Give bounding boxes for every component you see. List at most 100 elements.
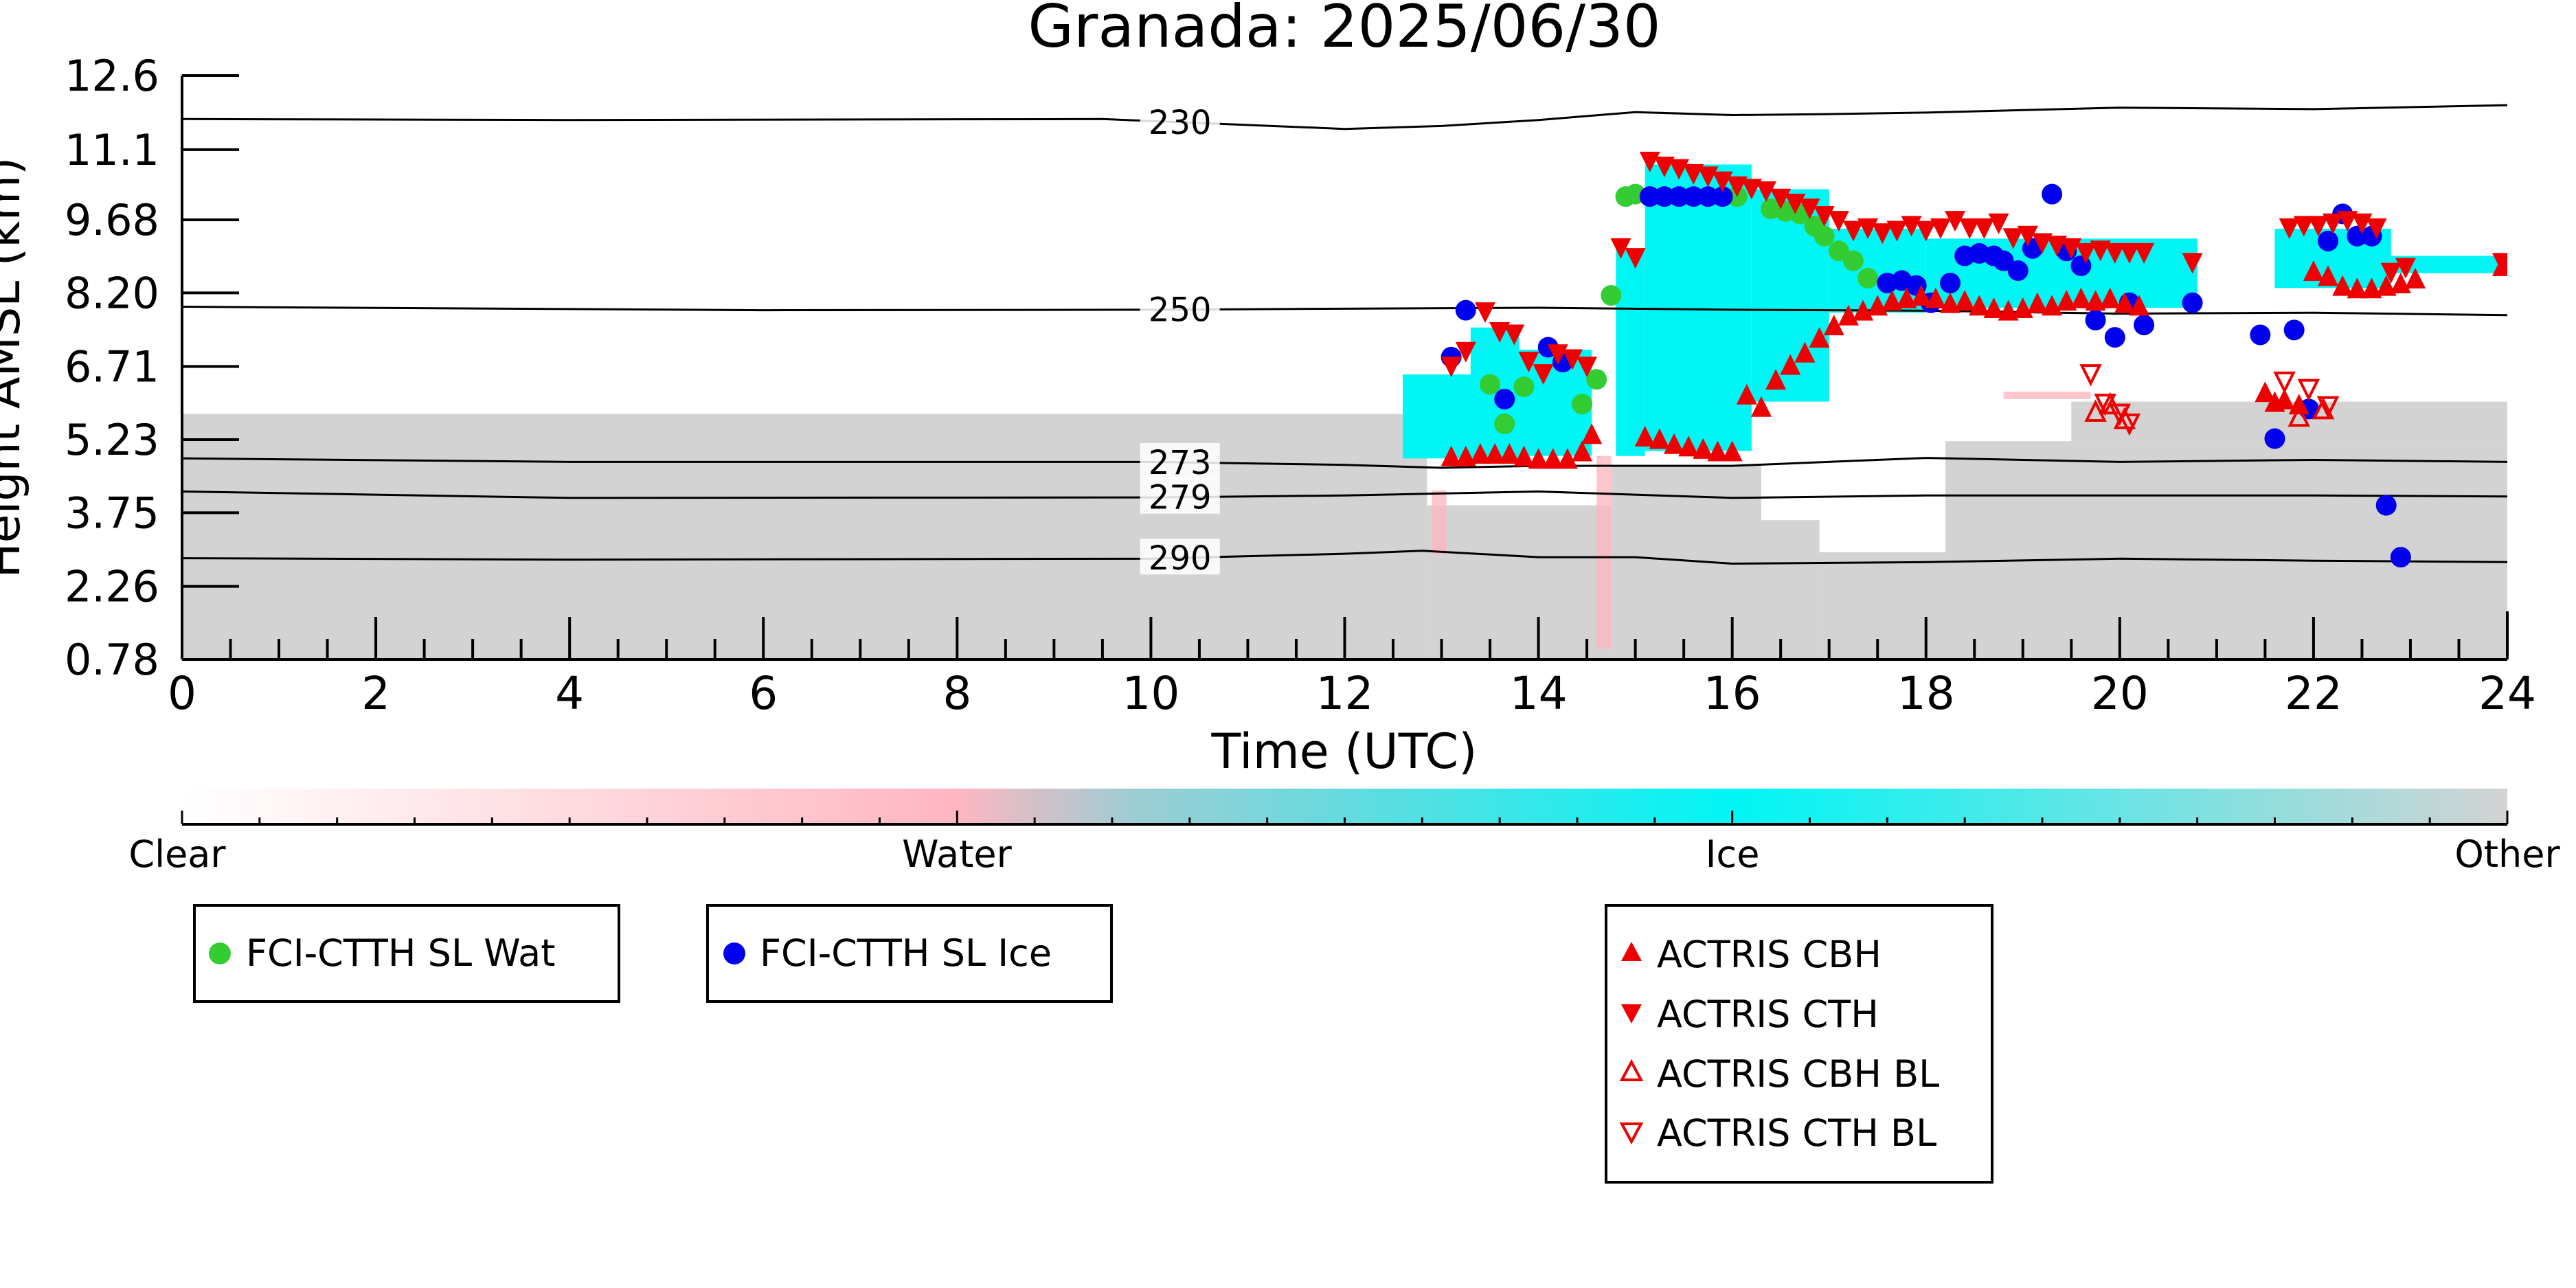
- point-actris-cbh: [1440, 445, 1462, 466]
- chart-title: Granada: 2025/06/30: [1028, 0, 1660, 61]
- region-other: [1819, 552, 1945, 659]
- point-actris-cth: [2293, 216, 2314, 237]
- point-actris-cbh: [1693, 438, 1714, 459]
- region-other: [1427, 505, 1612, 659]
- legend-label: ACTRIS CTH: [1657, 993, 1879, 1036]
- point-actris-cth: [1561, 349, 1583, 370]
- markers-layer: [1440, 151, 2507, 568]
- point-actris-cbh: [2114, 292, 2135, 313]
- point-actris-cth: [1726, 176, 1748, 197]
- point-actris-cbh: [2099, 287, 2121, 308]
- point-actris-cbh: [2255, 381, 2276, 403]
- legend-label: FCI-CTTH SL Wat: [246, 931, 555, 975]
- point-actris-cth: [1842, 221, 1864, 242]
- point-actris-cbh: [1469, 443, 1491, 464]
- point-actris-cbh: [2274, 389, 2295, 410]
- point-actris-cth: [2307, 216, 2329, 237]
- point-actris-cbh: [1707, 440, 1728, 462]
- y-tick-label: 6.71: [65, 342, 159, 392]
- legend-label: ACTRIS CBH: [1657, 933, 1882, 976]
- point-fci-ctth-sl-ice: [1683, 186, 1704, 207]
- x-tick-label: 20: [2091, 667, 2149, 720]
- x-tick-label: 12: [1316, 667, 1374, 720]
- contour-label-290: 290: [1149, 539, 1212, 578]
- point-actris-cbh: [1557, 448, 1578, 469]
- point-actris-cbh: [1678, 436, 1699, 457]
- series-actris-cbh-bl: [2084, 392, 2335, 429]
- point-actris-cth: [1828, 211, 1849, 232]
- point-actris-cbh: [1940, 292, 1961, 313]
- legend-marker-triangle-up: [1621, 942, 1642, 961]
- point-actris-cbh: [2056, 290, 2077, 311]
- point-actris-cbh: [1484, 443, 1506, 464]
- legend-marker-triangle-down-open: [1619, 1122, 1644, 1145]
- point-actris-cth: [1533, 364, 1554, 385]
- point-actris-cth: [2017, 225, 2038, 247]
- point-actris-cbh: [2070, 287, 2092, 308]
- point-fci-ctth-sl-ice: [2134, 315, 2155, 336]
- legend-fci-ice: FCI-CTTH SL Ice: [706, 904, 1113, 1003]
- contour-label-bg: [1140, 539, 1220, 575]
- point-fci-ctth-sl-ice: [2264, 428, 2285, 449]
- point-fci-ctth-sl-ice: [2085, 309, 2106, 330]
- point-actris-cbh: [1750, 396, 1772, 417]
- point-fci-ctth-sl-wat: [1857, 267, 1879, 289]
- point-actris-cbh: [2361, 278, 2382, 299]
- x-tick-label: 10: [1122, 667, 1179, 720]
- axes: 0 2 4 6 8 10 12 14 16 18 20 22 24 0.782.263.755.236.…: [65, 51, 2536, 720]
- point-actris-cbh: [1780, 354, 1801, 375]
- x-tick-label: 8: [942, 667, 971, 720]
- point-fci-ctth-sl-ice: [1712, 186, 1733, 207]
- point-actris-cbh: [1736, 383, 1757, 405]
- point-actris-cth: [1653, 157, 1675, 178]
- point-actris-cbh: [1649, 428, 1670, 449]
- x-ticks: 0 2 4 6 8 10 12 14 16 18 20 22 24: [168, 617, 2536, 720]
- cloud-classification-layer: [182, 164, 2507, 659]
- colorbar-label-clear: Clear: [128, 833, 226, 876]
- legend-label: FCI-CTTH SL Ice: [760, 931, 1052, 975]
- point-fci-ctth-sl-ice: [1653, 186, 1675, 207]
- point-actris-cbh: [1823, 315, 1844, 336]
- colorbar-ticks: [181, 811, 2509, 824]
- point-actris-cbh: [2129, 295, 2150, 316]
- series-actris-cth-bl: [2079, 364, 2340, 436]
- point-actris-cbh: [1634, 425, 1656, 447]
- region-ice: [1645, 164, 1752, 451]
- point-fci-ctth-sl-ice: [2104, 327, 2125, 348]
- region-other: [1761, 520, 1820, 659]
- point-actris-cth: [1625, 248, 1646, 269]
- contour-250: [182, 306, 2507, 317]
- contour-label-250: 250: [1149, 291, 1212, 330]
- point-fci-ctth-sl-ice: [2250, 324, 2271, 346]
- point-actris-cth: [2119, 242, 2140, 264]
- point-actris-cbh: [1581, 423, 1603, 444]
- y-tick-label: 3.75: [65, 488, 159, 538]
- y-tick-label: 11.1: [65, 125, 159, 175]
- contour-230: [182, 104, 2507, 131]
- point-actris-cth: [2182, 253, 2203, 274]
- point-fci-ctth-sl-ice: [2318, 230, 2339, 251]
- series-fci-ctth-sl-wat: [1480, 183, 1879, 434]
- x-tick-label: 22: [2285, 667, 2342, 720]
- point-actris-cth: [1475, 302, 1496, 324]
- x-tick-label: 2: [361, 667, 390, 720]
- point-fci-ctth-sl-ice: [1993, 250, 2014, 271]
- legend-actris: ACTRIS CBH ACTRIS CTH ACTRIS CBH BL ACTR…: [1605, 904, 1993, 1184]
- point-actris-cth: [2366, 218, 2387, 239]
- point-actris-cbh: [1896, 287, 1917, 308]
- point-actris-cbh: [1455, 445, 1476, 466]
- point-actris-cth: [2046, 236, 2068, 257]
- point-actris-cth: [1440, 357, 1462, 378]
- contour-290: [182, 550, 2507, 565]
- region-water: [1432, 490, 1447, 555]
- contour-label-273: 273: [1149, 444, 1212, 482]
- colorbar: Clear Water Ice Other: [128, 789, 2560, 876]
- x-tick-label: 24: [2478, 667, 2536, 720]
- point-actris-cbh-bl: [2084, 399, 2107, 422]
- point-actris-cbh: [1910, 285, 1932, 306]
- point-actris-cbh: [1954, 290, 1976, 311]
- point-actris-cth: [2032, 233, 2053, 254]
- point-actris-cbh: [1882, 290, 1903, 311]
- point-fci-ctth-sl-wat: [1494, 413, 1515, 434]
- point-fci-ctth-sl-wat: [1586, 369, 1607, 390]
